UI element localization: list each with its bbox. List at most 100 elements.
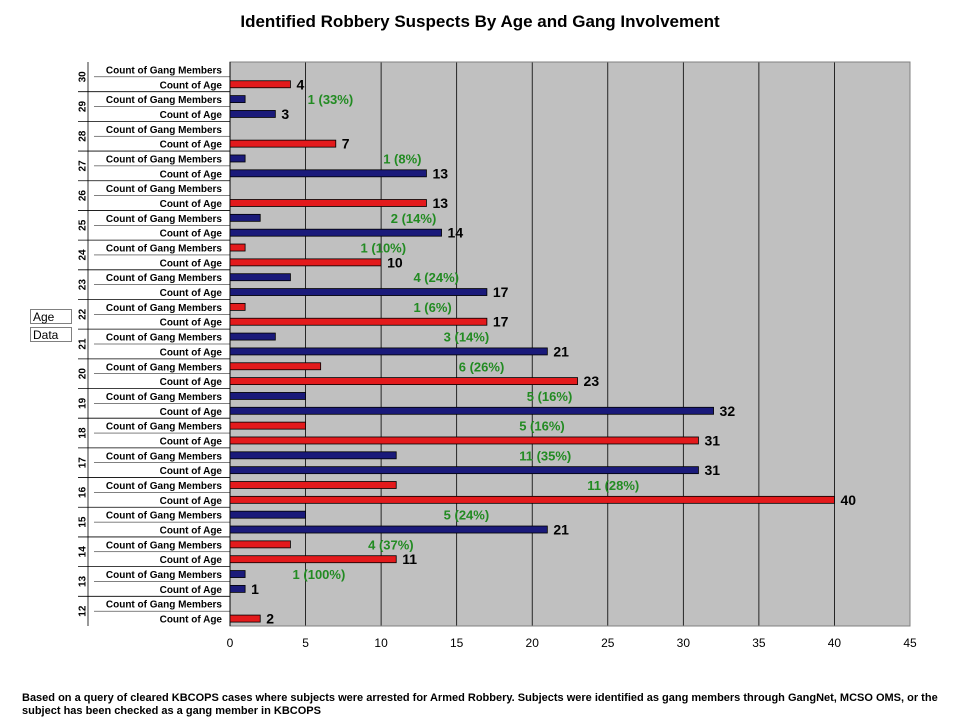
age-tick-label: 30: [78, 71, 89, 83]
data-label-gang-members: 11 (28%): [587, 478, 639, 493]
category-label-count-of-age: Count of Age: [160, 288, 223, 299]
data-label-gang-members: 1 (8%): [383, 151, 421, 166]
bar-gang-members: [229, 273, 291, 282]
age-tick-label: 14: [78, 546, 89, 558]
bar-gang-members: [229, 421, 306, 430]
bar-count-of-age: [229, 258, 382, 267]
data-label-gang-members: 5 (16%): [527, 389, 573, 404]
category-label-gang-members: Count of Gang Members: [106, 511, 223, 522]
data-label-gang-members: 1 (6%): [413, 300, 451, 315]
data-label-count-of-age: 21: [553, 343, 569, 359]
category-label-gang-members: Count of Gang Members: [106, 392, 223, 403]
data-label-gang-members: 5 (16%): [519, 419, 565, 434]
data-label-gang-members: 4 (24%): [413, 270, 459, 285]
bar-gang-members: [229, 362, 322, 371]
bar-count-of-age: [229, 555, 397, 564]
category-label-count-of-age: Count of Age: [160, 229, 223, 240]
category-label-gang-members: Count of Gang Members: [106, 333, 223, 344]
bar-count-of-age: [229, 199, 427, 207]
category-label-gang-members: Count of Gang Members: [106, 481, 223, 492]
data-label-count-of-age: 1: [251, 581, 259, 597]
x-tick-label: 0: [227, 636, 234, 650]
bar-gang-members: [229, 302, 246, 311]
age-tick-label: 21: [78, 338, 89, 350]
data-label-count-of-age: 13: [432, 165, 448, 181]
category-label-count-of-age: Count of Age: [160, 585, 223, 596]
data-label-count-of-age: 21: [553, 522, 569, 538]
category-label-count-of-age: Count of Age: [160, 615, 223, 626]
category-label-gang-members: Count of Gang Members: [106, 125, 223, 136]
data-label-count-of-age: 10: [387, 254, 403, 270]
category-label-count-of-age: Count of Age: [160, 496, 223, 507]
data-label-gang-members: 11 (35%): [519, 448, 571, 463]
category-label-count-of-age: Count of Age: [160, 110, 223, 121]
x-tick-label: 10: [374, 636, 388, 650]
data-label-count-of-age: 17: [493, 284, 509, 300]
age-tick-label: 17: [78, 457, 89, 469]
data-label-gang-members: 1 (33%): [308, 92, 354, 107]
bar-gang-members: [229, 481, 397, 489]
bar-count-of-age: [229, 139, 337, 148]
x-tick-label: 45: [903, 636, 917, 650]
age-tick-label: 24: [78, 249, 89, 261]
data-label-gang-members: 6 (26%): [459, 359, 505, 374]
bar-count-of-age: [229, 614, 261, 623]
bar-count-of-age: [229, 377, 578, 386]
x-tick-label: 30: [677, 636, 691, 650]
category-label-gang-members: Count of Gang Members: [106, 600, 223, 611]
data-label-count-of-age: 14: [448, 225, 464, 241]
category-label-gang-members: Count of Gang Members: [106, 422, 223, 433]
bar-count-of-age: [229, 436, 699, 445]
bar-count-of-age: [229, 584, 246, 593]
category-label-gang-members: Count of Gang Members: [106, 184, 223, 195]
category-label-count-of-age: Count of Age: [160, 436, 223, 447]
data-label-gang-members: 4 (37%): [368, 537, 414, 552]
age-tick-label: 29: [78, 101, 89, 113]
category-label-count-of-age: Count of Age: [160, 318, 223, 329]
age-tick-label: 23: [78, 279, 89, 291]
data-label-count-of-age: 17: [493, 314, 509, 330]
bar-count-of-age: [229, 169, 427, 178]
category-label-gang-members: Count of Gang Members: [106, 95, 223, 106]
data-label-count-of-age: 7: [342, 136, 350, 152]
age-tick-label: 20: [78, 368, 89, 380]
row-field-label-data: Data: [30, 327, 72, 342]
category-label-count-of-age: Count of Age: [160, 407, 223, 418]
bar-gang-members: [229, 332, 276, 341]
chart-title: Identified Robbery Suspects By Age and G…: [240, 12, 720, 31]
category-label-gang-members: Count of Gang Members: [106, 540, 223, 551]
category-label-count-of-age: Count of Age: [160, 347, 223, 358]
bar-gang-members: [229, 154, 246, 163]
data-label-gang-members: 2 (14%): [391, 211, 437, 226]
data-label-gang-members: 1 (100%): [293, 567, 346, 582]
category-label-count-of-age: Count of Age: [160, 526, 223, 537]
data-label-count-of-age: 40: [840, 492, 856, 508]
category-label-count-of-age: Count of Age: [160, 169, 223, 180]
category-label-count-of-age: Count of Age: [160, 140, 223, 151]
x-tick-label: 20: [526, 636, 540, 650]
age-tick-label: 25: [78, 219, 89, 231]
age-tick-label: 15: [78, 516, 89, 528]
bar-count-of-age: [229, 110, 276, 118]
age-tick-label: 18: [78, 427, 89, 439]
x-tick-label: 40: [828, 636, 842, 650]
bar-count-of-age: [229, 317, 488, 326]
bar-gang-members: [229, 392, 306, 400]
bar-gang-members: [229, 570, 246, 578]
data-label-count-of-age: 23: [584, 373, 600, 389]
category-label-gang-members: Count of Gang Members: [106, 362, 223, 373]
bar-count-of-age: [229, 347, 548, 356]
bar-gang-members: [229, 451, 397, 460]
data-label-gang-members: 3 (14%): [444, 330, 490, 345]
age-tick-label: 12: [78, 605, 89, 617]
category-label-gang-members: Count of Gang Members: [106, 154, 223, 165]
age-tick-label: 19: [78, 397, 89, 409]
category-label-count-of-age: Count of Age: [160, 466, 223, 477]
data-label-count-of-age: 13: [432, 195, 448, 211]
bar-count-of-age: [229, 495, 835, 504]
data-label-count-of-age: 3: [281, 106, 289, 122]
category-label-gang-members: Count of Gang Members: [106, 273, 223, 284]
data-label-count-of-age: 32: [720, 403, 736, 419]
age-tick-label: 22: [78, 308, 89, 320]
